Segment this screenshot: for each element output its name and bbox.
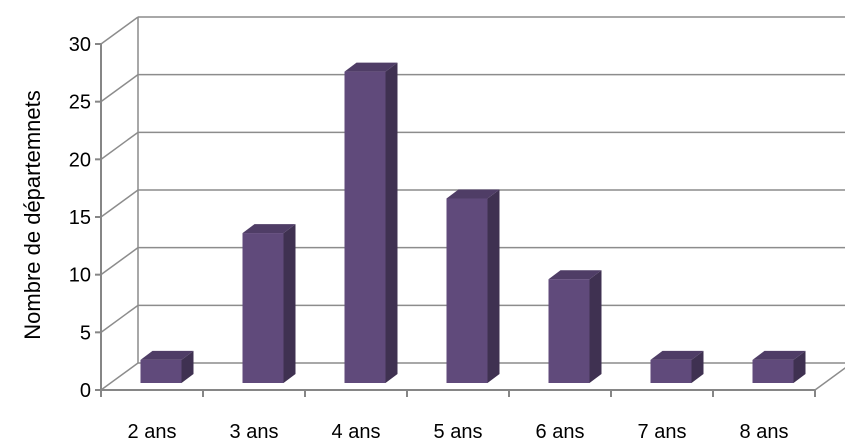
bar-side bbox=[385, 62, 398, 383]
axes-layer: 0 5 10 15 20 25 30 2 ans 3 ans 4 ans 5 ans 6 ans 7 a… bbox=[69, 34, 816, 443]
bar-top bbox=[752, 350, 806, 360]
grid-diagonal bbox=[100, 362, 139, 391]
floor-right-edge bbox=[814, 367, 845, 391]
y-tick-label: 25 bbox=[69, 92, 91, 114]
x-tick-label: 6 ans bbox=[536, 421, 585, 443]
bar-top bbox=[446, 189, 500, 199]
y-tick-label: 30 bbox=[69, 34, 91, 56]
grid-diagonal bbox=[100, 16, 139, 45]
bar bbox=[242, 224, 296, 383]
bar-top bbox=[650, 350, 704, 360]
x-tick-label: 2 ans bbox=[128, 421, 177, 443]
x-tick-label: 8 ans bbox=[740, 421, 789, 443]
bar bbox=[650, 350, 704, 383]
y-tick-label: 5 bbox=[80, 322, 91, 344]
bar-top bbox=[140, 350, 194, 360]
bar-front bbox=[650, 359, 692, 383]
bar-front bbox=[752, 359, 794, 383]
bar-side bbox=[283, 224, 296, 383]
y-tick-label: 0 bbox=[80, 380, 91, 402]
y-tick-label: 10 bbox=[69, 265, 91, 287]
bar-side bbox=[691, 350, 704, 383]
bar-side bbox=[589, 270, 602, 383]
bar-front bbox=[446, 198, 488, 383]
grid-diagonal bbox=[100, 247, 139, 276]
y-axis-title: Nombre de départemnets bbox=[20, 90, 45, 339]
bar-side bbox=[793, 350, 806, 383]
bar bbox=[344, 62, 398, 383]
bar bbox=[548, 270, 602, 383]
bar-side bbox=[181, 350, 194, 383]
bar-front bbox=[548, 279, 590, 383]
x-tick-label: 3 ans bbox=[230, 421, 279, 443]
grid-diagonal bbox=[100, 74, 139, 103]
grid-diagonal bbox=[100, 304, 139, 333]
bar-top bbox=[548, 270, 602, 280]
bar bbox=[446, 189, 500, 383]
y-tick-label: 15 bbox=[69, 207, 91, 229]
x-tick-label: 4 ans bbox=[332, 421, 381, 443]
bar-top bbox=[242, 224, 296, 234]
bar-side bbox=[487, 189, 500, 383]
bar-front bbox=[344, 71, 386, 383]
y-tick-label: 20 bbox=[69, 149, 91, 171]
bar bbox=[140, 350, 194, 383]
bar-front bbox=[242, 233, 284, 383]
bar-front bbox=[140, 359, 182, 383]
grid-diagonal bbox=[100, 131, 139, 160]
x-tick-label: 7 ans bbox=[638, 421, 687, 443]
bar bbox=[752, 350, 806, 383]
bars-layer bbox=[140, 62, 806, 383]
x-tick-label: 5 ans bbox=[434, 421, 483, 443]
grid-diagonal bbox=[100, 189, 139, 218]
bar-top bbox=[344, 62, 398, 72]
